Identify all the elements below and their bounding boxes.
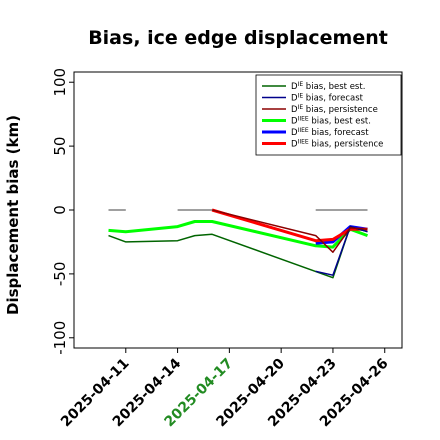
legend-box [255,74,402,156]
series-layer [108,208,369,279]
y-axis: 100 50 0 -50 -100 [51,68,74,355]
chart-title: Bias, ice edge displacement [88,27,388,49]
y-tick-label: 100 [51,68,69,97]
y-tick-label: 0 [51,205,69,215]
y-tick-label: -50 [51,262,69,287]
legend-entry: DIIEE bias, forecast [291,127,369,138]
series-line-5 [211,208,368,243]
series-line-2 [211,209,368,253]
legend-entry: DIE bias, forecast [291,93,364,104]
legend-entry: DIE bias, persistence [291,104,378,115]
x-axis: 2025-04-112025-04-142025-04-172025-04-20… [58,348,392,430]
legend: DIE bias, best est.DIE bias, forecastDIE… [255,74,402,156]
y-axis-label: Displacement bias (km) [4,115,22,315]
legend-entry: DIIEE bias, persistence [291,139,383,150]
legend-entry: DIIEE bias, best est. [291,116,371,127]
legend-entry: DIE bias, best est. [291,81,365,92]
y-tick-label: 50 [51,137,69,156]
series-line-0 [108,225,368,279]
y-tick-label: -100 [51,321,69,355]
